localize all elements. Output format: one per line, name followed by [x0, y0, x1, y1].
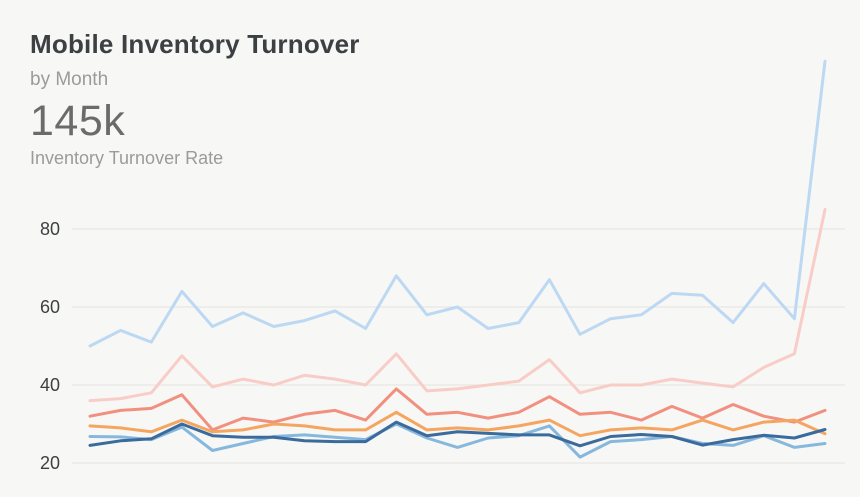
y-tick-label: 20: [40, 453, 60, 473]
chart-title: Mobile Inventory Turnover: [30, 29, 360, 59]
chart-header: Mobile Inventory Turnover by Month 145k …: [30, 29, 360, 169]
y-tick-label: 40: [40, 375, 60, 395]
series-line-medium-blue: [88, 422, 827, 459]
y-tick-label: 60: [40, 297, 60, 317]
series-line-orange: [88, 410, 827, 438]
series-line-dark-blue: [88, 420, 827, 448]
series-line-pale-pink: [88, 208, 827, 403]
y-tick-label: 80: [40, 219, 60, 239]
kpi-value: 145k: [30, 96, 126, 145]
series-line-pale-blue: [88, 59, 827, 348]
kpi-label: Inventory Turnover Rate: [30, 147, 224, 168]
series-line-salmon: [88, 387, 827, 432]
chart-subtitle: by Month: [30, 68, 109, 90]
